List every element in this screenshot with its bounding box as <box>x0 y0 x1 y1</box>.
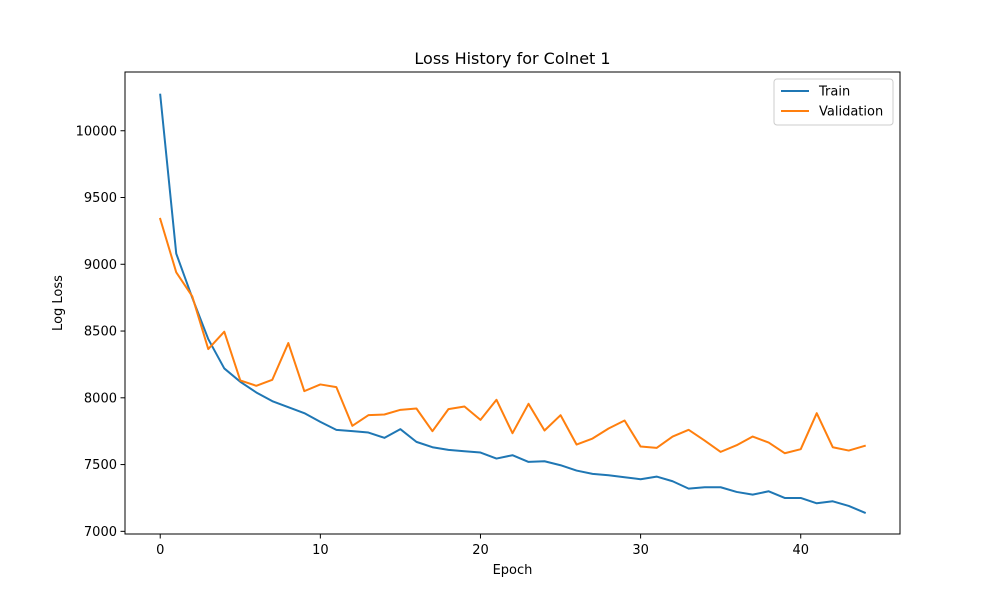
x-tick-label: 30 <box>632 543 649 558</box>
x-tick-label: 10 <box>312 543 329 558</box>
x-tick-label: 40 <box>792 543 809 558</box>
y-tick-label: 9500 <box>84 191 117 206</box>
x-axis-label: Epoch <box>493 563 533 578</box>
plot-lines <box>158 93 867 514</box>
x-tick-label: 20 <box>472 543 489 558</box>
legend-label-validation: Validation <box>819 105 883 120</box>
chart-title: Loss History for Colnet 1 <box>414 49 610 68</box>
series-line-validation <box>158 217 867 455</box>
y-tick-label: 9000 <box>84 258 117 273</box>
legend-label-train: Train <box>818 85 850 100</box>
y-tick-label: 7000 <box>84 525 117 540</box>
y-tick-label: 8500 <box>84 325 117 340</box>
axis-ticks: 0 10 20 30 40 7000 7500 8000 8500 9000 9500 10000 <box>76 124 809 558</box>
axes-frame <box>124 71 901 535</box>
y-tick-label: 10000 <box>76 124 117 139</box>
y-tick-label: 7500 <box>84 458 117 473</box>
x-tick-label: 0 <box>156 543 164 558</box>
legend: Train Validation <box>773 78 894 126</box>
series-line-train <box>159 93 867 514</box>
y-tick-label: 8000 <box>84 391 117 406</box>
y-axis-label: Log Loss <box>51 275 66 331</box>
